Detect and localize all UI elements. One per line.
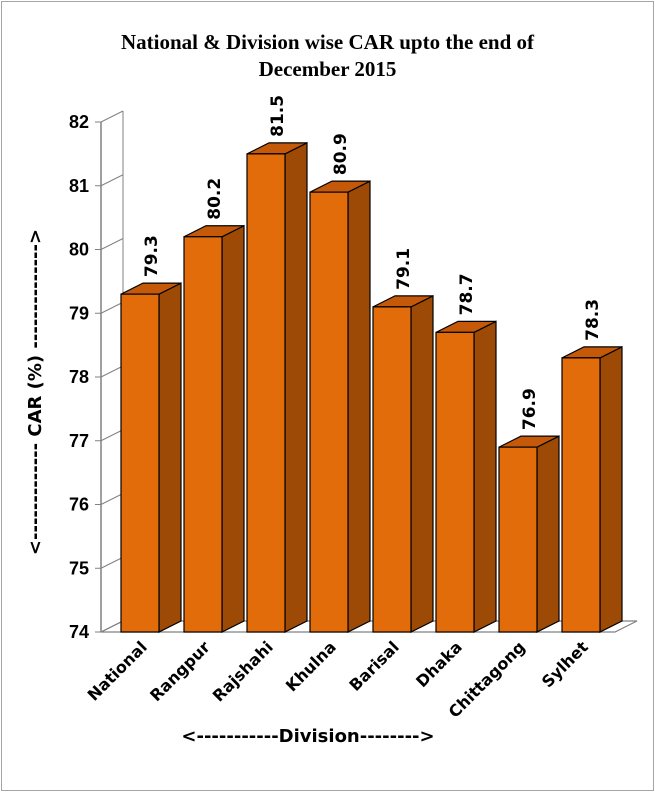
- bar-front-face: [246, 153, 286, 633]
- y-tick-label: 79: [69, 303, 89, 323]
- x-category-label: National: [84, 637, 151, 704]
- y-tick-label: 74: [69, 622, 89, 642]
- y-tick-depth: [100, 301, 124, 314]
- bar-chittagong: [498, 435, 560, 633]
- bar-dhaka: [435, 320, 497, 633]
- y-tick-depth: [100, 429, 124, 442]
- x-category-label: Dhaka: [412, 637, 466, 691]
- data-label: 78.3: [583, 299, 603, 341]
- data-label: 80.9: [331, 133, 351, 175]
- bar-side-face: [347, 180, 371, 633]
- bar-side-face: [536, 435, 560, 633]
- chart-title-line-1: National & Division wise CAR upto the en…: [120, 30, 535, 54]
- data-label: 80.2: [205, 178, 225, 220]
- y-tick-depth: [100, 110, 124, 123]
- bar-front-face: [120, 293, 160, 633]
- x-category-label: Barisal: [345, 637, 402, 694]
- bar-national: [120, 282, 182, 633]
- bar-side-face: [410, 294, 434, 633]
- x-axis-label: <-----------Division-------->: [181, 726, 434, 747]
- y-axis-ticks: 74 75 76 77 78 79 80 81 82: [69, 110, 124, 642]
- data-label: 79.3: [142, 235, 162, 277]
- y-tick-label: 78: [69, 367, 89, 387]
- bar-front-face: [498, 446, 538, 633]
- y-tick-label: 77: [69, 431, 89, 451]
- data-label: 78.7: [457, 273, 477, 315]
- bar-rajshahi: [246, 141, 308, 633]
- bar-side-face: [599, 345, 623, 633]
- y-tick-depth: [100, 493, 124, 505]
- x-category-label: Khulna: [282, 637, 340, 695]
- bar-barisal: [372, 294, 434, 633]
- y-tick-depth: [100, 365, 124, 378]
- chart-title: National & Division wise CAR upto the en…: [0, 29, 655, 83]
- data-label: 81.5: [268, 95, 288, 137]
- bars: [120, 141, 623, 633]
- y-tick-label: 75: [69, 558, 89, 578]
- bar-front-face: [435, 331, 475, 633]
- bar-rangpur: [183, 224, 245, 633]
- y-tick-label: 80: [69, 240, 89, 260]
- bar-side-face: [473, 320, 497, 633]
- bar-khulna: [309, 180, 371, 633]
- chart-title-line-2: December 2015: [258, 57, 397, 81]
- y-tick-depth: [100, 174, 124, 187]
- bar-front-face: [372, 306, 412, 633]
- data-labels: 79.3 80.2 81.5 80.9 79.1 78.7 76.9 78.3: [142, 95, 603, 430]
- x-category-label: Rajshahi: [209, 637, 277, 705]
- y-tick-label: 76: [69, 495, 89, 515]
- bar-front-face: [561, 357, 601, 633]
- y-tick-depth: [100, 556, 124, 569]
- y-tick-label: 81: [69, 176, 89, 196]
- y-tick-label: 82: [69, 112, 89, 132]
- bar-side-face: [284, 141, 308, 633]
- data-label: 79.1: [394, 248, 414, 290]
- y-axis-label: <------------- CAR (%) -------------->: [25, 229, 46, 555]
- x-category-label: Sylhet: [538, 637, 592, 691]
- bar-side-face: [158, 282, 182, 633]
- y-tick-depth: [100, 620, 124, 633]
- bar-front-face: [309, 191, 349, 633]
- x-category-label: Rangpur: [146, 637, 214, 705]
- bar-side-face: [221, 224, 245, 633]
- bar-front-face: [183, 236, 223, 633]
- bar-sylhet: [561, 345, 623, 633]
- y-tick-depth: [100, 238, 124, 250]
- data-label: 76.9: [520, 388, 540, 430]
